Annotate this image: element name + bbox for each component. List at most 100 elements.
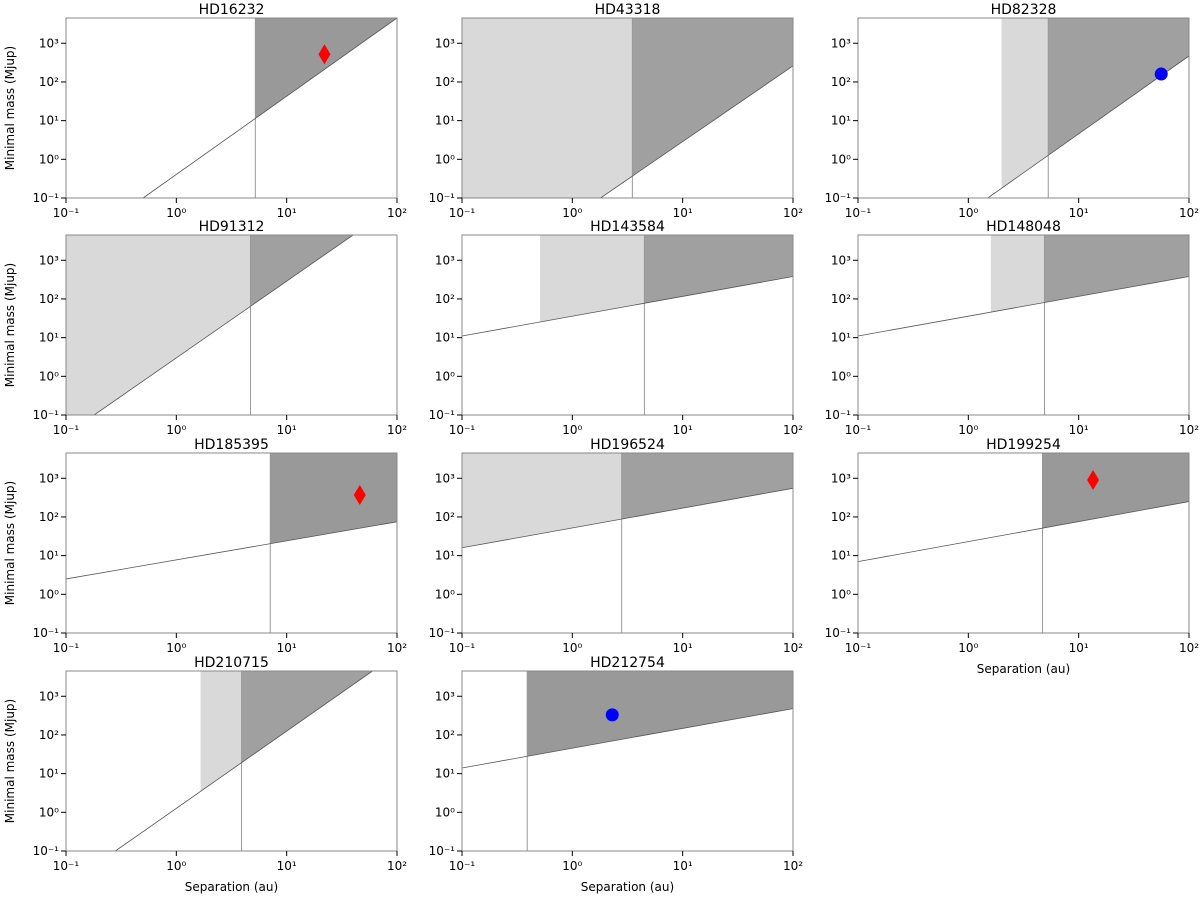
x-tick-label: 10⁻¹: [845, 206, 872, 220]
x-tick-label: 10²: [783, 206, 803, 220]
y-tick-label: 10²: [39, 728, 59, 742]
y-tick-label: 10⁰: [435, 805, 455, 819]
y-tick-label: 10²: [831, 75, 851, 89]
y-tick-label: 10⁰: [435, 369, 455, 383]
x-tick-label: 10⁰: [958, 423, 978, 437]
x-tick-label: 10²: [783, 641, 803, 655]
y-tick-label: 10²: [435, 75, 455, 89]
y-tick-label: 10⁰: [435, 587, 455, 601]
axes-frame: [65, 670, 398, 852]
y-axis-label: Minimal mass (Mjup): [3, 263, 17, 387]
y-tick-label: 10²: [435, 728, 455, 742]
y-tick-label: 10³: [435, 253, 455, 267]
x-tick-label: 10⁻¹: [449, 423, 476, 437]
x-tick-label: 10¹: [673, 423, 693, 437]
marker: [353, 484, 366, 505]
x-tick-label: 10⁰: [166, 423, 186, 437]
limit-line: [142, 18, 397, 198]
y-tick-label: 10³: [39, 36, 59, 50]
y-tick-label: 10⁰: [831, 587, 851, 601]
y-tick-label: 10¹: [39, 767, 59, 781]
panel-title: HD82328: [991, 2, 1057, 18]
light-region: [66, 235, 251, 415]
x-tick-label: 10⁰: [958, 641, 978, 655]
y-tick-label: 10⁰: [39, 152, 59, 166]
y-tick-label: 10⁻¹: [33, 844, 60, 858]
y-tick-label: 10⁰: [435, 152, 455, 166]
panel-title: HD196524: [590, 437, 665, 453]
x-tick-label: 10²: [387, 859, 407, 873]
y-tick-label: 10¹: [39, 549, 59, 563]
x-tick-label: 10⁻¹: [53, 206, 80, 220]
x-tick-label: 10²: [1179, 423, 1199, 437]
y-tick-label: 10²: [831, 292, 851, 306]
panel-title: HD143584: [590, 219, 665, 235]
y-tick-label: 10¹: [831, 549, 851, 563]
x-tick-label: 10⁻¹: [845, 423, 872, 437]
axes-frame: [65, 17, 398, 199]
y-tick-label: 10¹: [39, 114, 59, 128]
panel: 10⁻¹ 10⁰ 10¹ 10² 10⁻¹ 10⁰ 10¹ 10² 10³ HD16232 Mini…: [3, 2, 407, 220]
limit-line: [462, 487, 793, 549]
panel-title: HD210715: [194, 655, 269, 671]
x-tick-label: 10²: [387, 423, 407, 437]
y-tick-label: 10³: [435, 36, 455, 50]
x-tick-label: 10¹: [277, 206, 297, 220]
y-tick-label: 10²: [39, 292, 59, 306]
axes-frame: [461, 234, 794, 416]
x-axis-label: Separation (au): [977, 662, 1070, 676]
dark-region: [1048, 18, 1189, 156]
x-tick-label: 10⁻¹: [53, 423, 80, 437]
y-tick-label: 10⁻¹: [429, 408, 456, 422]
light-region: [1001, 18, 1049, 189]
x-tick-label: 10¹: [277, 641, 297, 655]
y-tick-label: 10³: [831, 471, 851, 485]
marker: [1154, 67, 1168, 81]
panel: 10⁻¹ 10⁰ 10¹ 10² 10⁻¹ 10⁰ 10¹ 10² 10³ HD82328: [825, 2, 1200, 220]
limit-line: [858, 276, 1189, 337]
x-tick-label: 10¹: [277, 859, 297, 873]
limit-line: [462, 276, 793, 337]
panel: 10⁻¹ 10⁰ 10¹ 10² 10⁻¹ 10⁰ 10¹ 10² 10³ HD212754 Sep…: [429, 655, 804, 894]
x-tick-label: 10⁰: [166, 859, 186, 873]
x-tick-label: 10⁻¹: [449, 641, 476, 655]
axes-frame: [461, 17, 794, 199]
x-tick-label: 10¹: [673, 641, 693, 655]
y-tick-label: 10¹: [435, 767, 455, 781]
x-tick-label: 10²: [783, 423, 803, 437]
y-tick-label: 10⁻¹: [429, 844, 456, 858]
y-tick-label: 10¹: [39, 331, 59, 345]
light-region: [462, 18, 633, 198]
x-tick-label: 10⁻¹: [53, 641, 80, 655]
limit-line: [462, 708, 793, 769]
y-tick-label: 10¹: [435, 549, 455, 563]
x-tick-label: 10⁻¹: [449, 206, 476, 220]
axes-frame: [65, 234, 398, 416]
axes-frame: [857, 17, 1190, 199]
x-tick-label: 10¹: [1069, 641, 1089, 655]
axes-frame: [65, 452, 398, 634]
y-tick-label: 10⁰: [831, 152, 851, 166]
y-tick-label: 10³: [39, 471, 59, 485]
panel: 10⁻¹ 10⁰ 10¹ 10² 10⁻¹ 10⁰ 10¹ 10² 10³ HD143584: [429, 219, 804, 437]
panel-title: HD91312: [199, 219, 265, 235]
limit-line: [987, 55, 1189, 198]
panel-title: HD16232: [199, 2, 265, 18]
y-tick-label: 10³: [39, 689, 59, 703]
y-axis-label: Minimal mass (Mjup): [3, 699, 17, 823]
limit-line: [93, 235, 354, 415]
light-region: [540, 235, 645, 322]
limit-line: [600, 65, 793, 198]
x-tick-label: 10²: [783, 859, 803, 873]
y-tick-label: 10²: [39, 510, 59, 524]
y-tick-label: 10⁰: [39, 369, 59, 383]
dark-region: [621, 453, 793, 520]
y-tick-label: 10³: [831, 253, 851, 267]
x-tick-label: 10²: [387, 206, 407, 220]
axes-frame: [461, 670, 794, 852]
x-axis-label: Separation (au): [185, 880, 278, 894]
light-region: [990, 235, 1045, 313]
x-tick-label: 10²: [387, 641, 407, 655]
y-tick-label: 10⁻¹: [33, 191, 60, 205]
y-tick-label: 10⁻¹: [33, 626, 60, 640]
